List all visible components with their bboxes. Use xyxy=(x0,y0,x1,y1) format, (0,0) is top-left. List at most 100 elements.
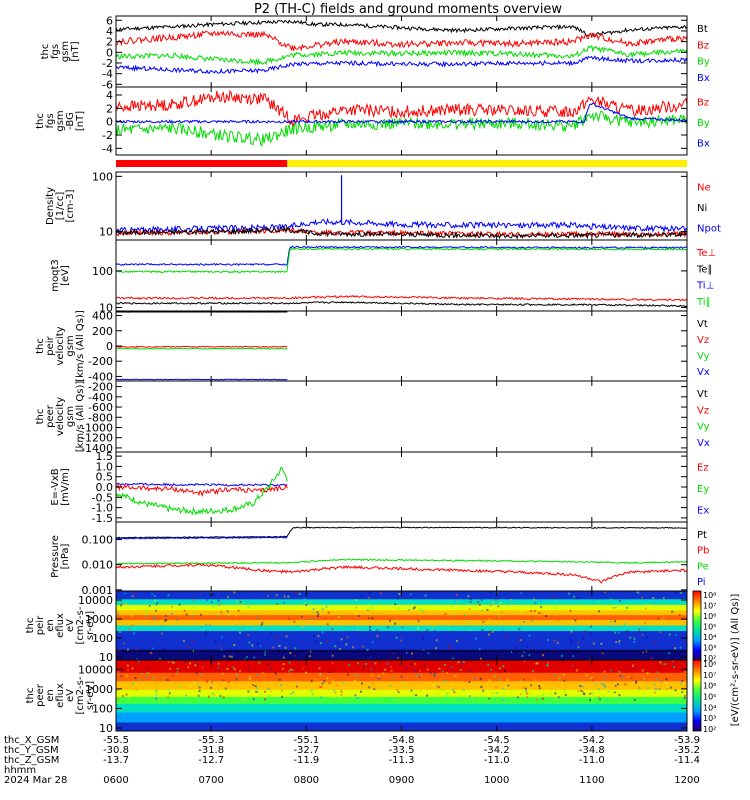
spectrogram-speckle xyxy=(217,662,220,665)
y-axis-label-line: eflux xyxy=(55,683,66,708)
spectrogram-speckle xyxy=(536,658,539,661)
spectrogram-speckle xyxy=(159,625,162,628)
spectrogram-speckle xyxy=(313,634,316,637)
spectrogram-speckle xyxy=(197,694,200,697)
spectrogram-speckle xyxy=(397,691,400,694)
spectrogram-speckle xyxy=(197,683,200,686)
spectrogram-speckle xyxy=(396,689,399,692)
spectrogram-speckle xyxy=(619,640,622,643)
spectrogram-speckle xyxy=(289,651,292,654)
spectrogram-speckle xyxy=(289,685,292,688)
spectrogram-speckle xyxy=(562,674,565,677)
spectrogram-speckle xyxy=(446,672,449,675)
spectrogram-speckle xyxy=(155,603,158,606)
spectrogram-speckle xyxy=(183,603,186,606)
spectrogram-speckle xyxy=(501,698,504,701)
spectrogram-speckle xyxy=(419,670,422,673)
spectrogram-speckle xyxy=(652,597,655,600)
spectrogram-speckle xyxy=(153,599,156,602)
spectrogram-speckle xyxy=(227,613,230,616)
spectrogram-speckle xyxy=(417,656,420,659)
time-tick-label: 0900 xyxy=(389,775,414,786)
spectrogram-speckle xyxy=(607,690,610,693)
spectrogram-speckle xyxy=(304,671,307,674)
spectrogram-speckle xyxy=(590,632,593,635)
spectrogram-speckle xyxy=(683,697,686,700)
spectrogram-speckle xyxy=(636,591,639,594)
y-axis-label: Density [1/cc] [cm-3] xyxy=(45,187,76,225)
ephemeris-value: -31.8 xyxy=(198,745,224,756)
spectrogram-speckle xyxy=(469,597,472,600)
spectrogram-speckle xyxy=(295,592,298,595)
spectrogram-speckle xyxy=(401,681,404,684)
spectrogram-speckle xyxy=(271,646,274,649)
spectrogram-speckle xyxy=(662,616,665,619)
spectrogram-speckle xyxy=(282,601,285,604)
spectrogram-speckle xyxy=(303,598,306,601)
spectrogram-speckle xyxy=(160,651,163,654)
legend-Ey: Ey xyxy=(697,484,709,495)
spectrogram-speckle xyxy=(404,666,407,669)
spectrogram-speckle xyxy=(353,673,356,676)
spectrogram-speckle xyxy=(445,679,448,682)
y-tick-label: 10 xyxy=(99,225,113,238)
spectrogram-speckle xyxy=(419,690,422,693)
spectrogram-speckle xyxy=(345,643,348,646)
y-axis-label-line: [nT] xyxy=(75,111,86,131)
spectrogram-speckle xyxy=(355,612,358,615)
spectrogram-speckle xyxy=(252,698,255,701)
spectrogram-speckle xyxy=(547,622,550,625)
spectrogram-speckle xyxy=(615,641,618,644)
spectrogram-speckle xyxy=(412,607,415,610)
spectrogram-speckle xyxy=(135,682,138,685)
spectrogram-speckle xyxy=(487,663,490,666)
legend-Bx: Bx xyxy=(697,73,710,84)
spectrogram-speckle xyxy=(646,672,649,675)
spectrogram-speckle xyxy=(189,684,192,687)
y-axis-label-line: eV xyxy=(65,619,76,632)
spectrogram-speckle xyxy=(392,652,395,655)
legend-Ti∥: Ti∥ xyxy=(696,297,711,308)
spectrogram-speckle xyxy=(278,644,281,647)
spectrogram-speckle xyxy=(152,677,155,680)
spectrogram-speckle xyxy=(182,640,185,643)
spectrogram-speckle xyxy=(291,668,294,671)
spectrogram-speckle xyxy=(675,591,678,594)
spectrogram-speckle xyxy=(217,604,220,607)
spectrogram-speckle xyxy=(669,686,672,689)
date-label: 2024 Mar 28 xyxy=(4,775,67,786)
legend-Npot: Npot xyxy=(697,224,721,235)
spectrogram-speckle xyxy=(622,676,625,679)
spectrogram-speckle xyxy=(396,656,399,659)
y-axis-label-line: eflux xyxy=(55,613,66,638)
spectrogram-speckle xyxy=(379,592,382,595)
y-tick-label: 400 xyxy=(92,310,113,323)
spectrogram-speckle xyxy=(369,628,372,631)
spectrogram-speckle xyxy=(516,696,519,699)
spectrogram-speckle xyxy=(235,614,238,617)
spectrogram-speckle xyxy=(496,692,499,695)
y-tick-label: 100 xyxy=(92,632,113,645)
spectrogram-speckle xyxy=(680,682,683,685)
spectrogram-speckle xyxy=(370,675,373,678)
spectrogram-speckle xyxy=(247,606,250,609)
spectrogram-speckle xyxy=(334,691,337,694)
spectrogram-speckle xyxy=(185,613,188,616)
spectrogram-speckle xyxy=(526,692,529,695)
spectrogram-speckle xyxy=(232,633,235,636)
spectrogram-speckle xyxy=(610,620,613,623)
spectrogram-speckle xyxy=(198,686,201,689)
spectrogram-speckle xyxy=(525,661,528,664)
spectrogram-speckle xyxy=(152,647,155,650)
spectrogram-speckle xyxy=(367,617,370,620)
spectrogram-speckle xyxy=(668,633,671,636)
spectrogram-speckle xyxy=(646,636,649,639)
spectrogram-speckle xyxy=(395,636,398,639)
spectrogram-speckle xyxy=(479,677,482,680)
y-axis-label-line: peir xyxy=(45,335,56,355)
spectrogram-speckle xyxy=(618,670,621,673)
spectrogram-speckle xyxy=(283,595,286,598)
spectrogram-speckle xyxy=(633,665,636,668)
